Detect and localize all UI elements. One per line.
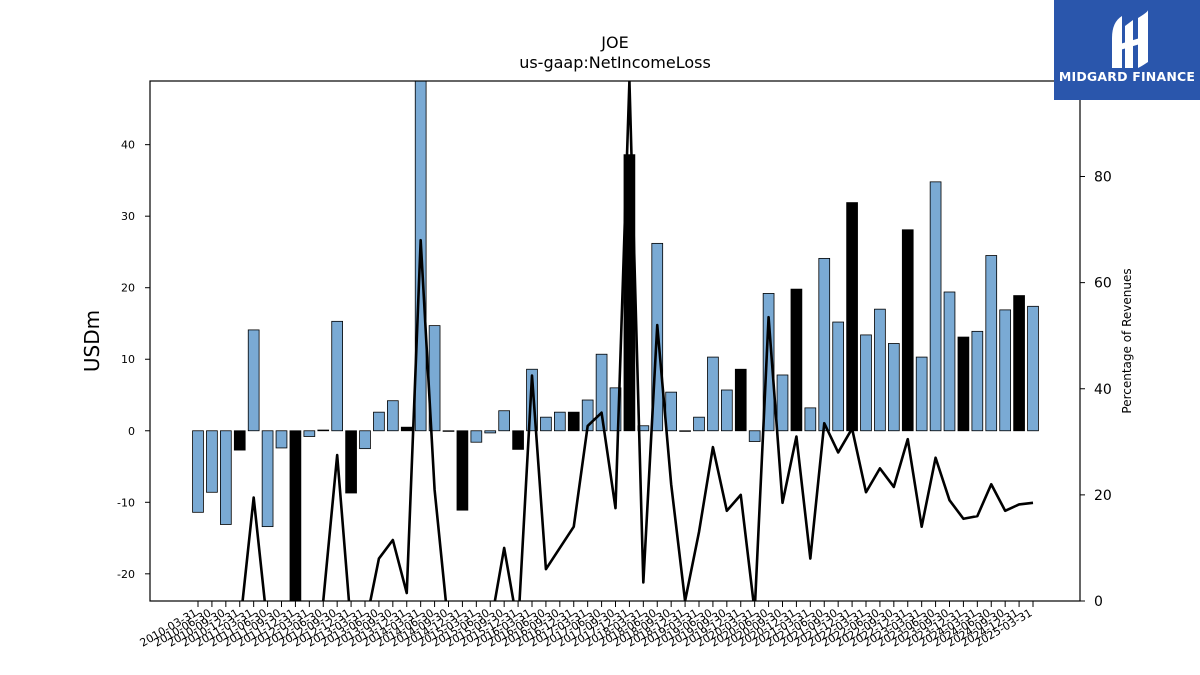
bar-23 [512,430,524,450]
bar-45 [818,257,831,432]
y2-tick-label: 0 [1094,594,1103,610]
bar-55 [957,336,970,432]
chart-subtitle: us-gaap:NetIncomeLoss [519,53,711,72]
line-series [241,81,1034,601]
bar-47 [846,202,858,432]
bar-7 [289,430,302,601]
bar-24 [526,368,538,432]
bar-5 [261,430,274,528]
y-axis: -20 -10 0 10 20 30 40 [117,139,150,581]
bar-42 [776,374,789,432]
bar-18 [442,430,455,432]
bar-2 [220,430,232,525]
bar-10 [331,320,343,432]
bar-20 [470,430,483,443]
bar-58 [999,309,1011,432]
chart-title: JOE [600,33,628,52]
bar-0 [192,430,204,513]
bar-43 [790,288,803,432]
y2-axis-label: Percentage of Revenues [1120,268,1134,413]
bar-54 [943,291,956,432]
bar-19 [456,430,469,511]
bar-53 [929,181,942,432]
bar-57 [985,255,998,432]
brand-logo: MIDGARD FINANCE [1054,0,1200,100]
percentage-line [241,81,1034,601]
bar-56 [971,330,984,432]
bar-13 [373,411,385,432]
bar-1 [206,430,218,493]
bar-8 [303,430,316,437]
y-tick-label: 30 [121,210,135,223]
y-tick-label: 20 [121,282,135,295]
y2-tick-label: 60 [1094,276,1112,292]
y-axis-label: USDm [80,310,104,372]
y2-tick-label: 20 [1094,488,1112,504]
y2-axis: 0 20 40 60 80 [1080,170,1112,610]
bar-15 [400,426,413,432]
bar-series [192,81,1039,601]
bar-14 [387,400,399,432]
bar-60 [1027,305,1039,432]
y-tick-label: -20 [117,568,135,581]
bar-59 [1013,295,1025,432]
bar-46 [832,321,844,432]
bar-44 [804,407,817,432]
bar-50 [888,343,900,432]
y2-tick-label: 80 [1094,170,1112,186]
bar-35 [679,430,691,432]
bar-39 [734,368,747,432]
y-tick-label: 0 [128,425,135,438]
bar-36 [693,416,705,432]
bar-26 [554,411,566,432]
bar-25 [540,416,552,432]
bar-11 [345,430,357,494]
bar-9 [317,429,330,432]
bar-40 [748,430,761,442]
bar-27 [567,411,580,432]
bar-6 [275,430,288,449]
bar-30 [609,387,622,432]
bar-34 [665,391,677,432]
y-tick-label: 40 [121,139,135,152]
y2-tick-label: 40 [1094,382,1112,398]
bar-51 [901,229,914,432]
logo-text: MIDGARD FINANCE [1058,69,1196,84]
bar-21 [484,430,497,434]
bar-41 [762,293,775,432]
bar-22 [498,410,510,432]
bar-12 [359,430,371,450]
bar-37 [707,356,719,432]
x-axis: 2010-03-312010-06-302010-09-302010-12-31… [138,601,1035,650]
midgard-logo-icon [1112,10,1148,68]
y-tick-label: -10 [117,496,135,509]
bar-52 [915,356,928,432]
bar-4 [247,329,260,432]
bar-49 [874,308,886,432]
bar-3 [233,430,246,451]
bar-48 [860,334,872,432]
bar-29 [595,353,608,432]
y-tick-label: 10 [121,353,135,366]
bar-38 [721,389,733,432]
